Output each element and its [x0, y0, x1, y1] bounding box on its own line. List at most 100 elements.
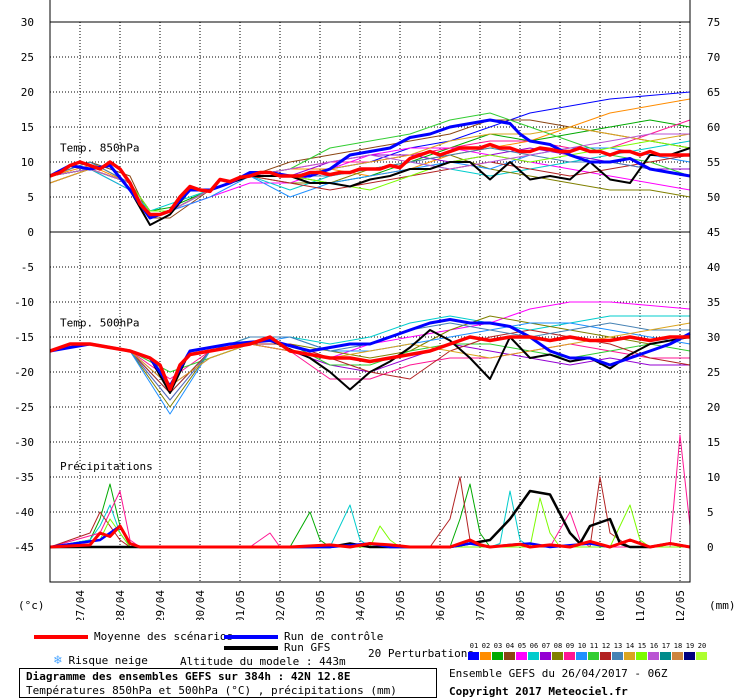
perturbation-number: 16 [649, 642, 659, 650]
perturbation-number: 20 [697, 642, 707, 650]
perturbation-numbers: 01 02 03 04 05 06 07 08 09 10 11 12 13 14 15 16 17 18 19 20 [468, 638, 708, 651]
perturbation-number: 05 [517, 642, 527, 650]
date-tick-label: 04/05 [354, 590, 367, 620]
left-tick-label: -30 [14, 436, 34, 449]
right-tick-label: 35 [707, 296, 720, 309]
right-tick-label: 40 [707, 261, 720, 274]
right-tick-label: 20 [707, 401, 720, 414]
left-tick-label: 0 [27, 226, 34, 239]
right-unit-label: (mm) [709, 599, 736, 612]
precip-member-line [49, 476, 690, 548]
perturbation-swatch [624, 652, 635, 660]
date-tick-label: 03/05 [314, 590, 327, 620]
t500-mean-line [49, 335, 690, 392]
left-tick-label: 25 [21, 51, 34, 64]
left-tick-label: -35 [14, 471, 34, 484]
perturbation-swatch [672, 652, 683, 660]
snowflake-icon: ❄ [54, 653, 62, 668]
perturbation-swatch [612, 652, 623, 660]
perturbation-swatch [696, 652, 707, 660]
perturbation-swatch [480, 652, 491, 660]
right-tick-label: 25 [707, 366, 720, 379]
perturbation-number: 08 [553, 642, 563, 650]
perturbation-swatch [648, 652, 659, 660]
perturbation-swatch [660, 652, 671, 660]
date-tick-label: 01/05 [234, 590, 247, 620]
copyright: Copyright 2017 Meteociel.fr [449, 685, 628, 698]
perturbation-swatch [528, 652, 539, 660]
precip-mean-line [49, 524, 691, 549]
precip-member-line [49, 490, 690, 548]
date-tick-label: 07/05 [474, 590, 487, 620]
panel-label: Temp. 850hPa [60, 142, 139, 155]
date-tick-label: 29/04 [154, 590, 167, 620]
legend-gfs: Run GFS [224, 641, 330, 654]
t500-member-line [49, 315, 691, 408]
date-tick-label: 12/05 [674, 590, 687, 620]
control-swatch [224, 635, 278, 639]
precip-member-line [49, 483, 690, 548]
right-tick-label: 60 [707, 121, 720, 134]
t500-member-line [49, 322, 691, 387]
left-tick-label: 20 [21, 86, 34, 99]
perturbation-swatch [576, 652, 587, 660]
precip-member-line [49, 497, 690, 548]
perturbation-swatch [684, 652, 695, 660]
t850-gfs-line [49, 147, 691, 226]
left-unit-label: (°c) [18, 599, 45, 612]
date-tick-label: 11/05 [634, 590, 647, 620]
left-tick-label: -20 [14, 366, 34, 379]
left-tick-label: 10 [21, 156, 34, 169]
perturbation-number: 17 [661, 642, 671, 650]
left-tick-label: -5 [21, 261, 34, 274]
left-tick-label: -15 [14, 331, 34, 344]
right-tick-label: 10 [707, 471, 720, 484]
gfs-swatch [224, 646, 278, 650]
perturbations-label: 20 Perturbations [368, 647, 474, 660]
perturbation-number: 18 [673, 642, 683, 650]
left-tick-label: -45 [14, 541, 34, 554]
date-tick-label: 28/04 [114, 590, 127, 620]
right-tick-label: 15 [707, 436, 720, 449]
left-tick-label: 15 [21, 121, 34, 134]
perturbation-swatch [516, 652, 527, 660]
perturbation-number: 02 [481, 642, 491, 650]
perturbation-number: 15 [637, 642, 647, 650]
perturbation-swatch [504, 652, 515, 660]
right-tick-label: 75 [707, 16, 720, 29]
date-tick-label: 10/05 [594, 590, 607, 620]
run-info: Ensemble GEFS du 26/04/2017 - 06Z [449, 667, 668, 680]
perturbation-number: 09 [565, 642, 575, 650]
date-tick-label: 02/05 [274, 590, 287, 620]
main-series [49, 118, 691, 549]
t850-mean-line [49, 142, 690, 217]
panel-label: Précipitations [60, 460, 153, 473]
left-tick-label: -10 [14, 296, 34, 309]
date-tick-label: 05/05 [394, 590, 407, 620]
right-tick-label: 70 [707, 51, 720, 64]
perturbation-number: 01 [469, 642, 479, 650]
perturbation-swatch [600, 652, 611, 660]
right-tick-label: 50 [707, 191, 720, 204]
perturbation-swatch [492, 652, 503, 660]
perturbation-swatch [540, 652, 551, 660]
perturbation-swatch [552, 652, 563, 660]
date-tick-label: 08/05 [514, 590, 527, 620]
date-tick-label: 27/04 [74, 590, 87, 620]
perturbation-number: 13 [613, 642, 623, 650]
perturbation-number: 03 [493, 642, 503, 650]
panel-label: Temp. 500hPa [60, 317, 139, 330]
perturbation-swatch [564, 652, 575, 660]
right-tick-label: 55 [707, 156, 720, 169]
left-tick-label: -40 [14, 506, 34, 519]
perturbation-number: 12 [601, 642, 611, 650]
right-tick-label: 30 [707, 331, 720, 344]
perturbation-number: 19 [685, 642, 695, 650]
right-tick-label: 0 [707, 541, 714, 554]
perturbation-number: 10 [577, 642, 587, 650]
right-tick-label: 5 [707, 506, 714, 519]
perturbation-swatch [588, 652, 599, 660]
axes [49, 0, 691, 583]
perturbation-number: 14 [625, 642, 635, 650]
